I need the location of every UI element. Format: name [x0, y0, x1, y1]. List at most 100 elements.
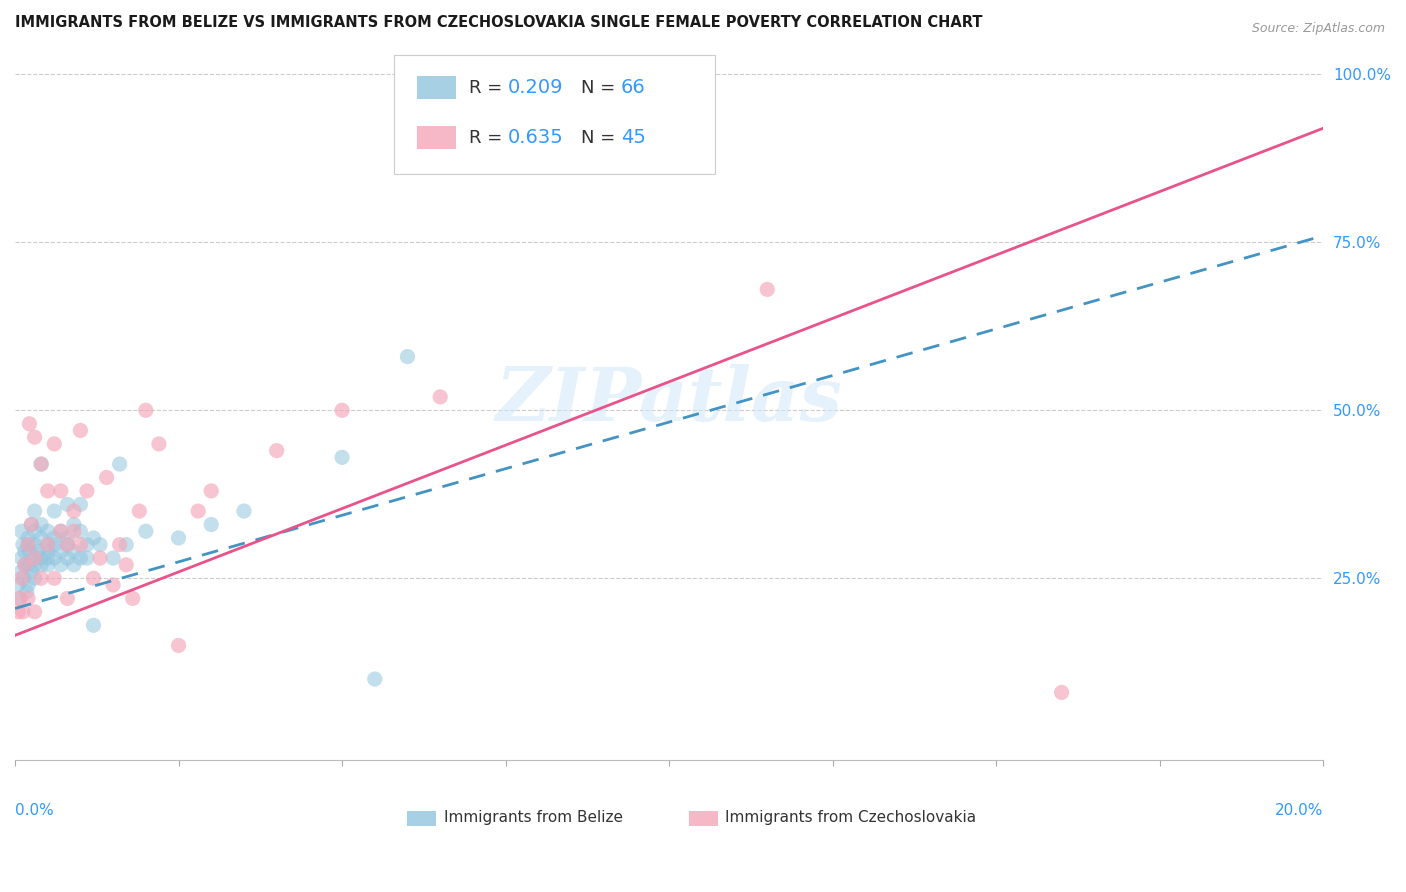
- Point: [37, 551, 59, 566]
- Point: [30, 531, 52, 545]
- Point: [20, 565, 42, 579]
- Point: [82, 531, 104, 545]
- Point: [27, 544, 49, 558]
- Text: ZIPatlas: ZIPatlas: [496, 364, 842, 436]
- Text: 0.209: 0.209: [508, 78, 564, 97]
- Point: [135, 524, 157, 539]
- Text: 66: 66: [620, 78, 645, 97]
- FancyBboxPatch shape: [408, 811, 436, 827]
- Point: [63, 504, 86, 518]
- Point: [24, 504, 46, 518]
- Point: [63, 517, 86, 532]
- Point: [69, 497, 91, 511]
- Point: [17, 531, 39, 545]
- Point: [24, 524, 46, 539]
- Point: [37, 524, 59, 539]
- Point: [233, 504, 256, 518]
- FancyBboxPatch shape: [416, 127, 456, 150]
- Point: [30, 517, 52, 532]
- Point: [11, 605, 34, 619]
- Point: [56, 591, 79, 606]
- Point: [10, 571, 32, 585]
- Point: [20, 517, 42, 532]
- Point: [10, 524, 32, 539]
- Text: 20.0%: 20.0%: [1275, 803, 1323, 818]
- Point: [63, 544, 86, 558]
- Text: Source: ZipAtlas.com: Source: ZipAtlas.com: [1251, 22, 1385, 36]
- Point: [14, 558, 37, 572]
- Point: [128, 504, 150, 518]
- Point: [69, 424, 91, 438]
- Point: [18, 544, 41, 558]
- Point: [200, 483, 222, 498]
- Point: [14, 558, 37, 572]
- FancyBboxPatch shape: [395, 55, 714, 174]
- Point: [44, 571, 66, 585]
- Point: [49, 524, 72, 539]
- Point: [56, 531, 79, 545]
- Text: Immigrants from Czechoslovakia: Immigrants from Czechoslovakia: [725, 810, 977, 824]
- Text: R =: R =: [470, 129, 508, 147]
- Point: [17, 591, 39, 606]
- Point: [101, 578, 124, 592]
- Point: [82, 618, 104, 632]
- Point: [167, 639, 190, 653]
- Point: [148, 437, 170, 451]
- FancyBboxPatch shape: [416, 76, 456, 99]
- Point: [24, 430, 46, 444]
- Point: [49, 544, 72, 558]
- Point: [8, 591, 31, 606]
- Point: [24, 605, 46, 619]
- Point: [30, 551, 52, 566]
- Point: [76, 551, 98, 566]
- Point: [63, 524, 86, 539]
- Point: [24, 538, 46, 552]
- FancyBboxPatch shape: [689, 811, 717, 827]
- Point: [69, 524, 91, 539]
- Point: [24, 551, 46, 566]
- Text: IMMIGRANTS FROM BELIZE VS IMMIGRANTS FROM CZECHOSLOVAKIA SINGLE FEMALE POVERTY C: IMMIGRANTS FROM BELIZE VS IMMIGRANTS FRO…: [15, 15, 983, 30]
- Point: [266, 443, 288, 458]
- Point: [13, 571, 35, 585]
- Point: [96, 470, 118, 484]
- Point: [37, 483, 59, 498]
- Point: [10, 565, 32, 579]
- Point: [49, 558, 72, 572]
- Point: [56, 497, 79, 511]
- Point: [89, 551, 111, 566]
- Point: [37, 538, 59, 552]
- Point: [37, 558, 59, 572]
- Point: [56, 538, 79, 552]
- Text: 0.0%: 0.0%: [15, 803, 53, 818]
- Point: [396, 350, 419, 364]
- Point: [10, 551, 32, 566]
- Point: [121, 591, 143, 606]
- Point: [101, 551, 124, 566]
- Point: [7, 578, 30, 592]
- Point: [108, 538, 131, 552]
- Text: N =: N =: [582, 78, 621, 96]
- Point: [24, 571, 46, 585]
- Point: [49, 524, 72, 539]
- Point: [756, 282, 779, 296]
- Point: [76, 483, 98, 498]
- Point: [15, 584, 38, 599]
- Point: [56, 551, 79, 566]
- Point: [330, 450, 353, 465]
- Point: [44, 437, 66, 451]
- Point: [330, 403, 353, 417]
- Point: [167, 531, 190, 545]
- Point: [8, 591, 31, 606]
- Point: [17, 558, 39, 572]
- Point: [89, 538, 111, 552]
- Point: [18, 417, 41, 431]
- Point: [24, 551, 46, 566]
- Point: [429, 390, 451, 404]
- Point: [200, 517, 222, 532]
- Point: [44, 551, 66, 566]
- Point: [30, 457, 52, 471]
- Point: [135, 403, 157, 417]
- Point: [49, 483, 72, 498]
- Point: [76, 538, 98, 552]
- Point: [17, 538, 39, 552]
